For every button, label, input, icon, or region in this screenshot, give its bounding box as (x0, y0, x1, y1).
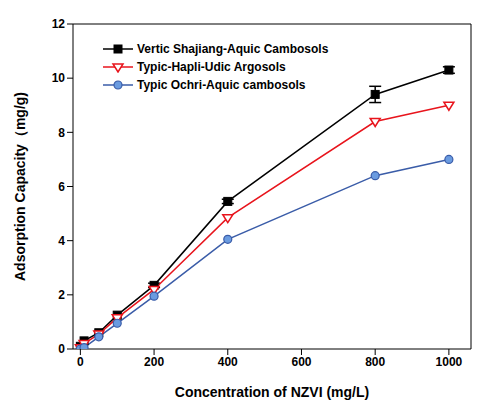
html-text:Vertic Shajiang-Aquic Cambosol: Vertic Shajiang-Aquic Cambosols (137, 42, 329, 56)
svg-text:200: 200 (144, 355, 164, 369)
svg-text:1000: 1000 (436, 355, 463, 369)
svg-text:800: 800 (365, 355, 385, 369)
svg-text:4: 4 (58, 234, 65, 248)
svg-text:Adsorption Capacity（mg/g): Adsorption Capacity（mg/g) (12, 92, 28, 281)
html-text:Typic Ochri-Aquic cambosols: Typic Ochri-Aquic cambosols (137, 78, 306, 92)
svg-text:600: 600 (291, 355, 311, 369)
svg-text:400: 400 (218, 355, 238, 369)
svg-text:0: 0 (58, 342, 65, 356)
svg-text:Concentration of NZVI (mg/L): Concentration of NZVI (mg/L) (175, 384, 369, 400)
svg-text:6: 6 (58, 180, 65, 194)
svg-text:0: 0 (77, 355, 84, 369)
svg-text:8: 8 (58, 126, 65, 140)
svg-text:2: 2 (58, 288, 65, 302)
svg-text:12: 12 (52, 17, 66, 31)
html-text:Typic-Hapli-Udic Argosols: Typic-Hapli-Udic Argosols (137, 60, 286, 74)
svg-text:10: 10 (52, 71, 66, 85)
